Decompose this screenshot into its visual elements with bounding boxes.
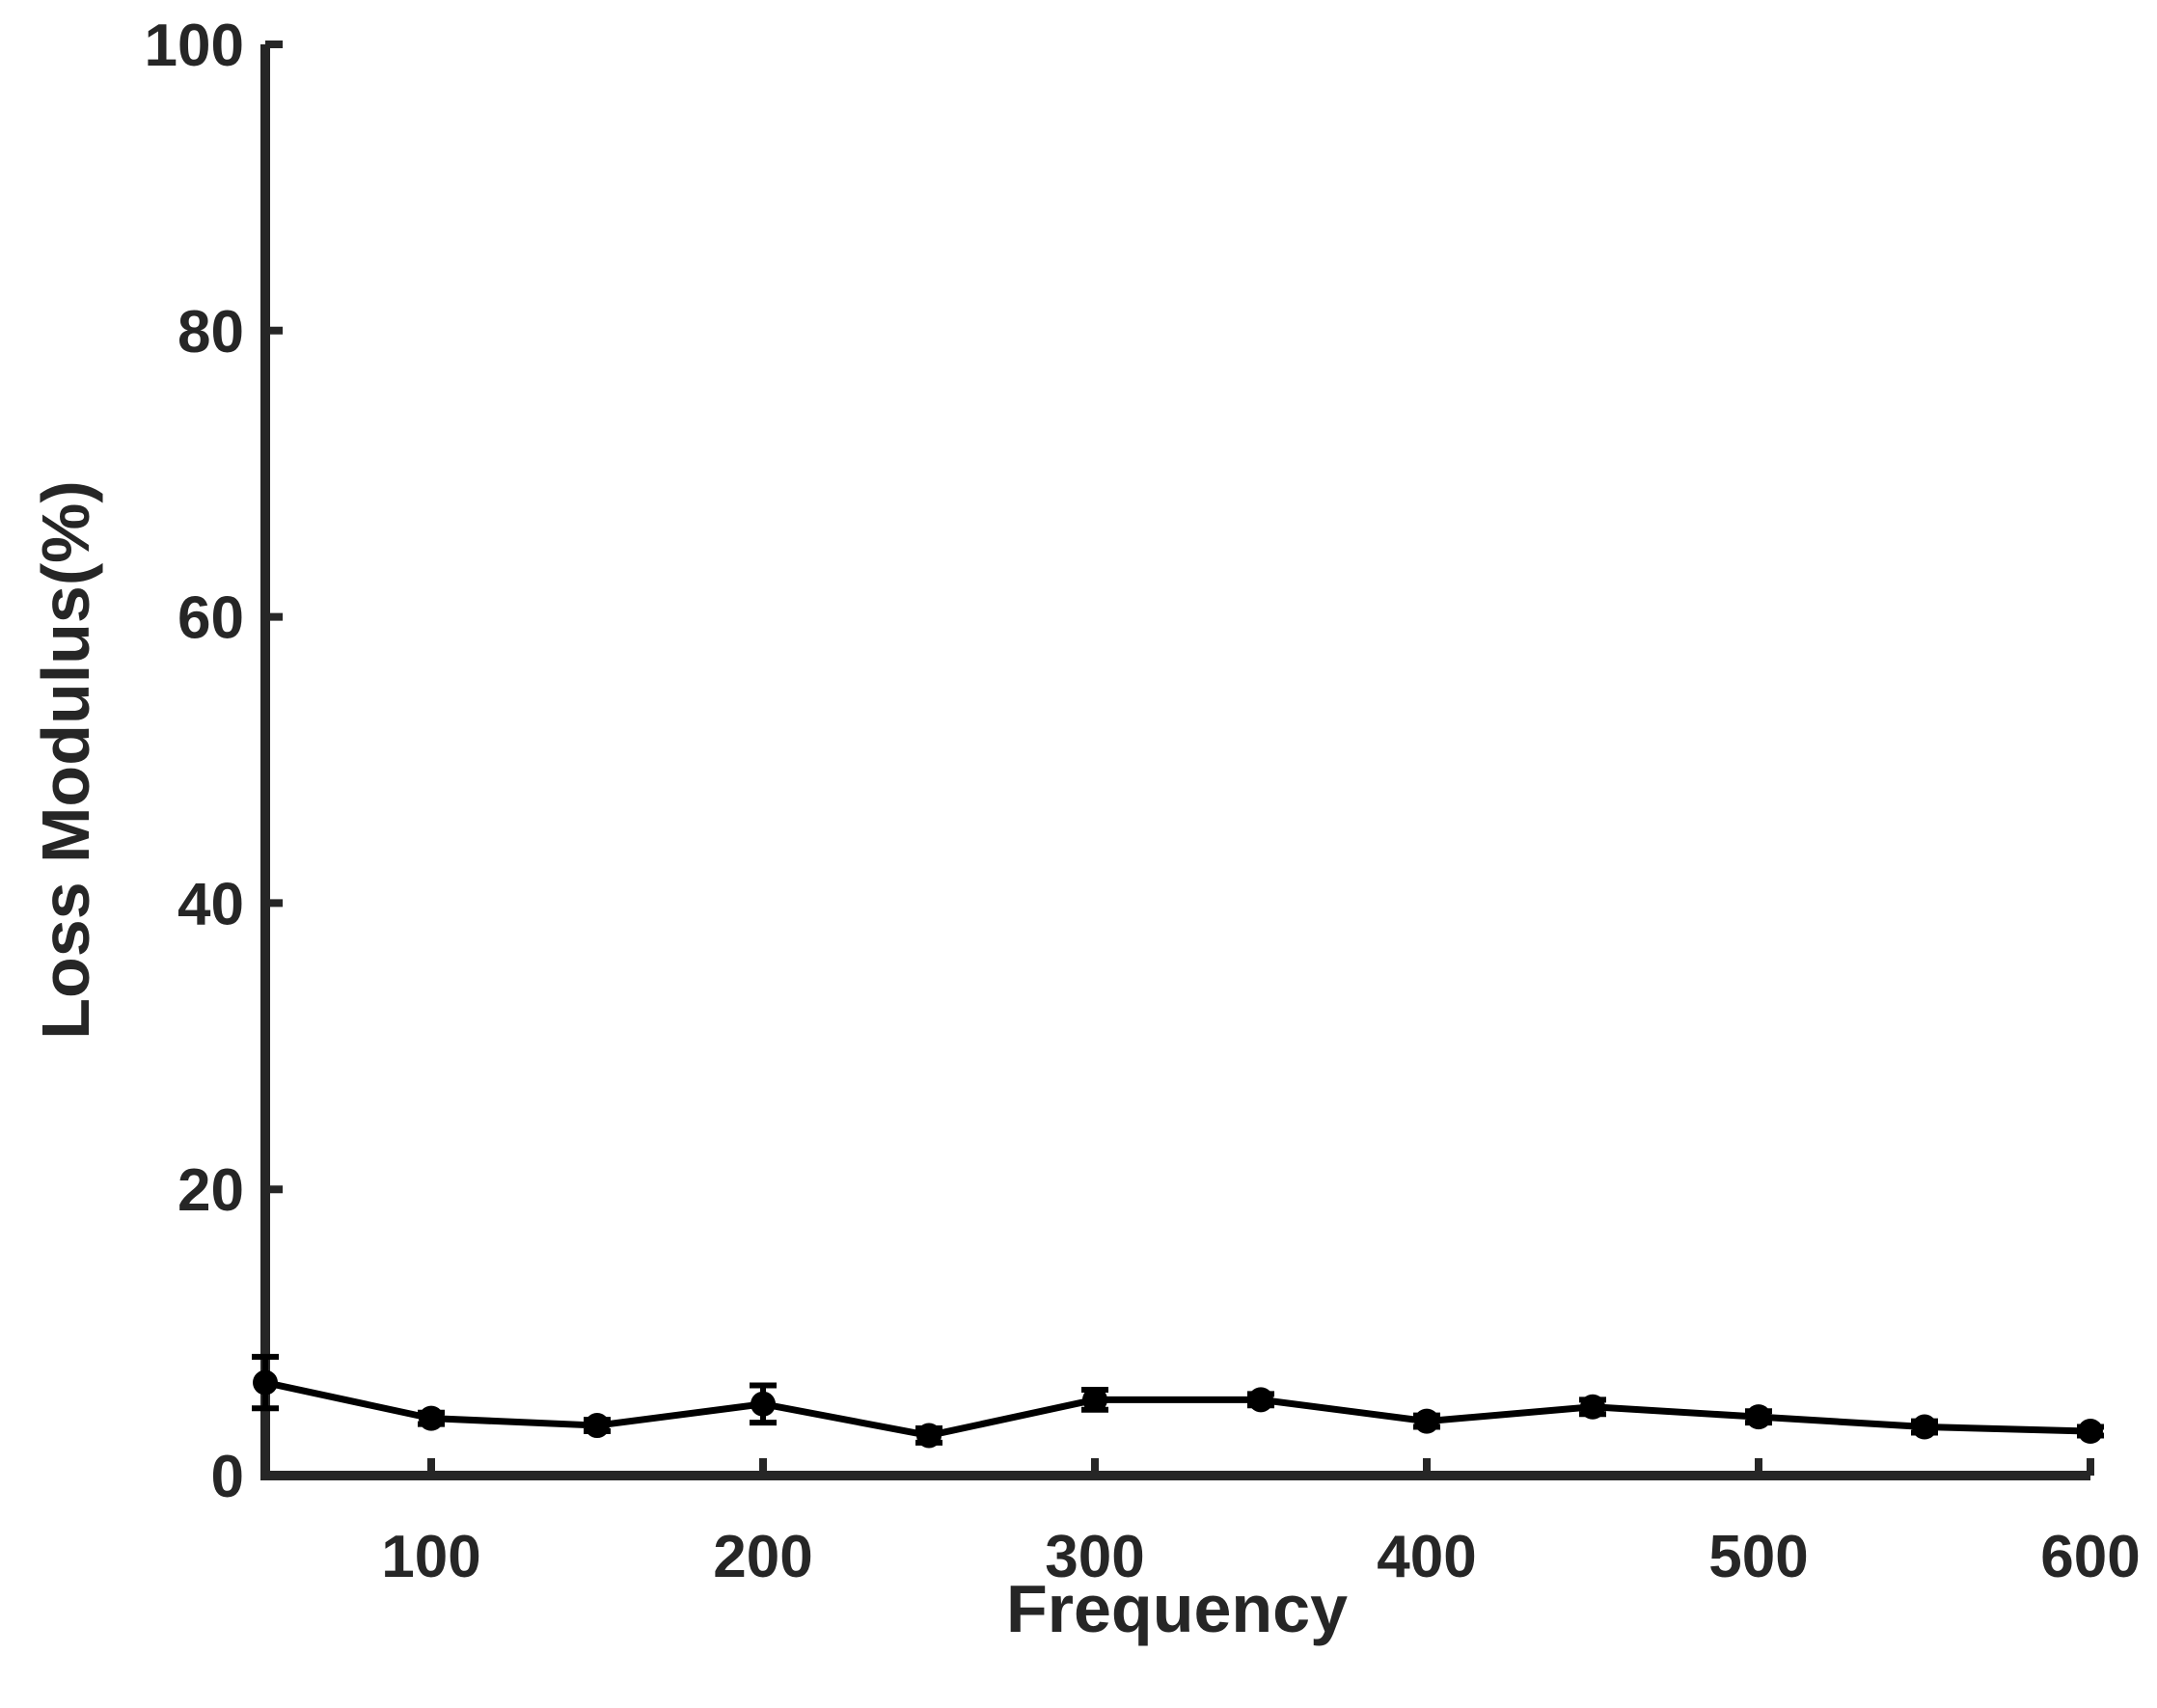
data-point [916,1423,942,1449]
y-tick-label: 60 [177,585,244,652]
x-tick-label: 100 [381,1524,480,1590]
x-tick-label: 400 [1377,1524,1476,1590]
x-tick-label: 300 [1045,1524,1144,1590]
y-tick-label: 80 [177,299,244,366]
data-point [1580,1394,1605,1420]
x-tick-label: 200 [713,1524,812,1590]
data-point [1912,1414,1937,1440]
data-point [1746,1404,1771,1430]
x-axis-title: Frequency [1006,1571,1348,1646]
data-point [585,1413,610,1439]
y-tick-label: 40 [177,871,244,937]
x-tick-label: 500 [1708,1524,1808,1590]
data-point [1414,1408,1439,1434]
data-point [1082,1387,1107,1413]
y-tick-label: 100 [145,13,244,79]
y-tick-label: 0 [211,1444,244,1510]
data-point [419,1405,444,1431]
data-point [751,1391,776,1417]
y-tick-label: 20 [177,1157,244,1224]
series [252,1353,2104,1449]
data-point [2078,1418,2103,1444]
data-point [253,1369,278,1396]
axes [260,44,2090,1480]
ticks: 0 20 40 60 80 100 100 200 300 400 500 600 [145,13,2141,1590]
y-axis-title: Loss Modulus(%) [28,480,103,1039]
data-point [1248,1387,1273,1413]
series-line [264,1379,2091,1439]
x-tick-label: 600 [2040,1524,2140,1590]
